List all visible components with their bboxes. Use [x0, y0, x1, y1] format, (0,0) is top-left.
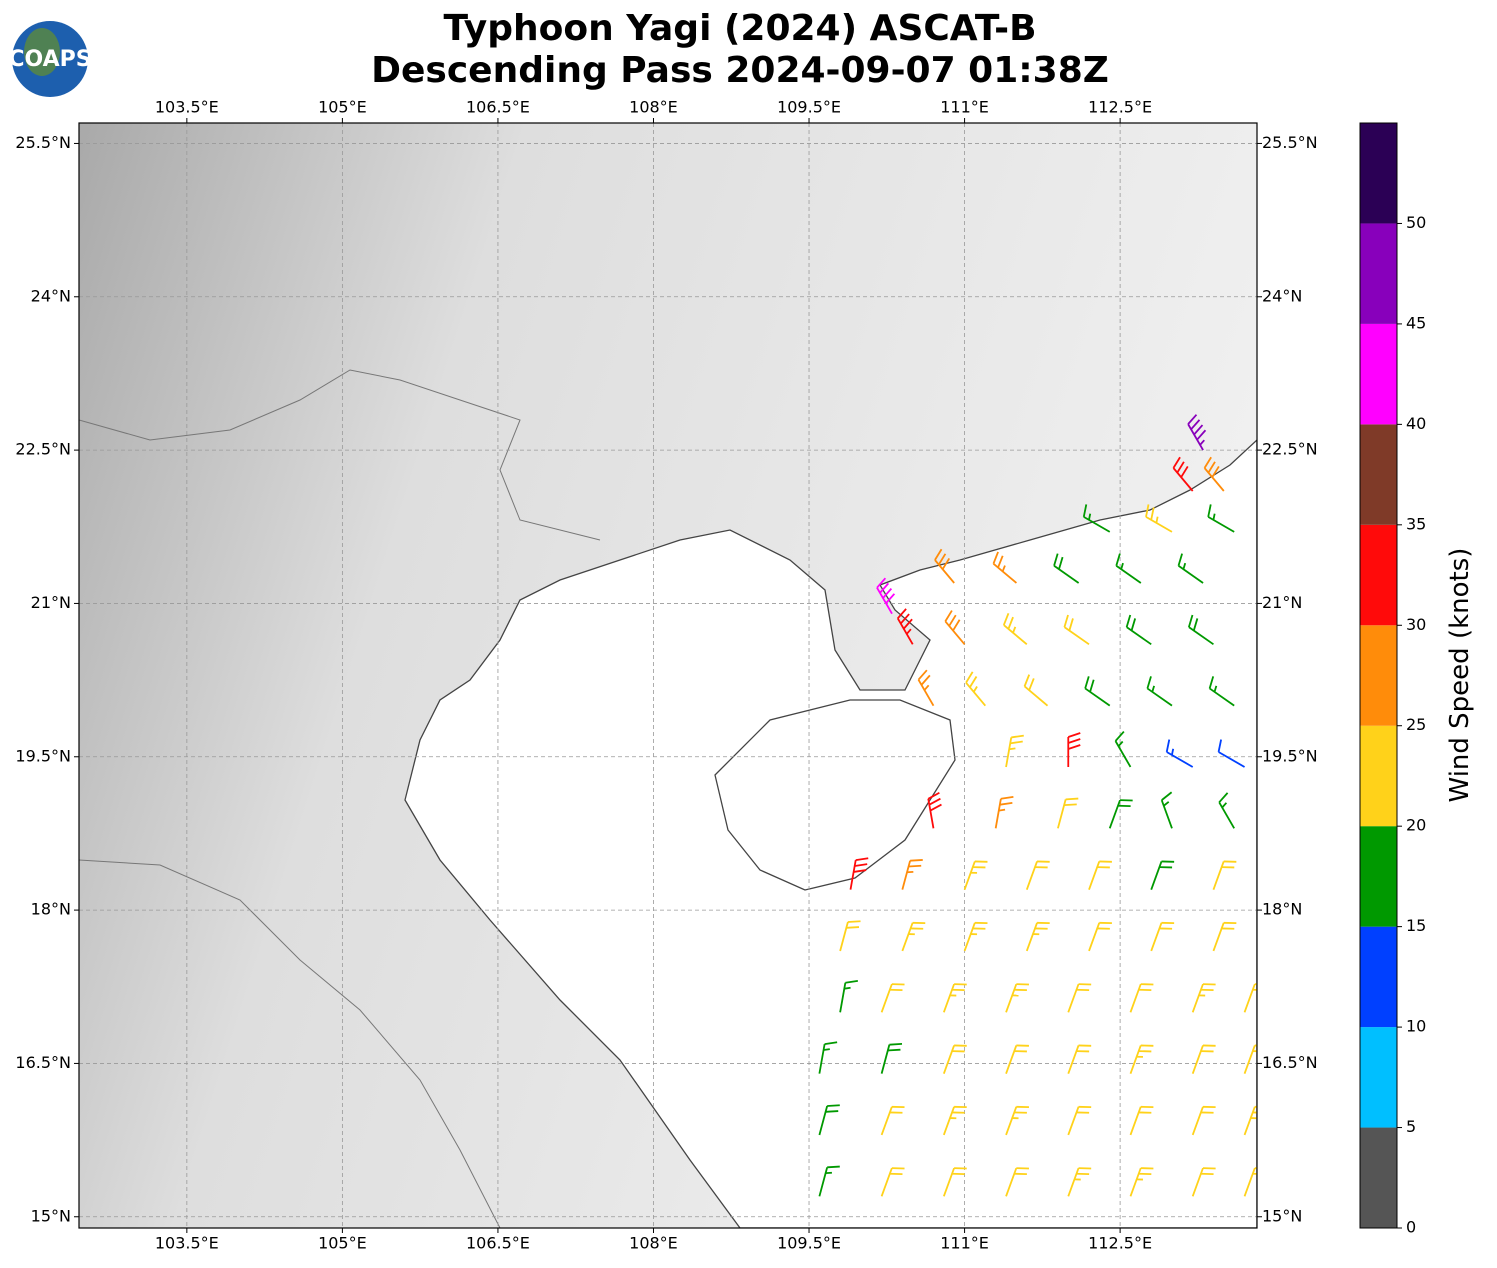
x-tick-label: 106.5°E: [466, 98, 530, 117]
x-tick-label: 111°E: [940, 98, 989, 117]
barb-half-feather: [999, 810, 1005, 811]
x-tick-label: 103.5°E: [155, 98, 219, 117]
colorbar-tick-label: 50: [1406, 213, 1426, 232]
barb-half-feather: [1156, 517, 1157, 523]
barb-feather: [827, 1167, 840, 1168]
y-tick-label: 22.5°N: [15, 440, 71, 459]
barb-feather: [827, 1105, 840, 1106]
x-tick-label: 106.5°E: [466, 1234, 530, 1253]
x-tick-label: 108°E: [629, 1234, 678, 1253]
barb-half-feather: [824, 1049, 830, 1050]
subtitle: Descending Pass 2024-09-07 01:38Z: [371, 50, 1109, 91]
barb-half-feather: [844, 988, 850, 989]
y-tick-label: 24°N: [31, 286, 71, 305]
x-tick-label: 105°E: [318, 1234, 367, 1253]
colorbar-tick-label: 30: [1406, 615, 1426, 634]
colorbar-bin: [1360, 826, 1397, 926]
y-tick-label: 21°N: [1262, 593, 1302, 612]
barb-feather: [910, 860, 923, 861]
colorbar-tick-label: 10: [1406, 1017, 1426, 1036]
colorbar-bin: [1360, 927, 1397, 1027]
barb-feather: [1064, 804, 1077, 805]
colorbar-bin: [1360, 525, 1397, 625]
colorbar-tick-label: 5: [1406, 1117, 1416, 1136]
y-tick-label: 16.5°N: [1262, 1053, 1318, 1072]
logo-text: COAPS: [8, 47, 91, 72]
barb-half-feather: [1009, 748, 1015, 749]
y-tick-label: 16.5°N: [15, 1053, 71, 1072]
barb-half-feather: [1213, 514, 1214, 520]
y-tick-label: 15°N: [31, 1206, 71, 1225]
barb-feather: [846, 927, 859, 928]
colorbar-tick-label: 35: [1406, 514, 1426, 533]
x-tick-label: 108°E: [629, 98, 678, 117]
y-tick-label: 18°N: [1262, 900, 1302, 919]
colorbar: 0 5 10 15 20 25 30 35 40 45 50: [1360, 123, 1426, 1237]
x-tick-label: 103.5°E: [155, 1234, 219, 1253]
barb-feather: [888, 1050, 901, 1051]
y-tick-label: 19.5°N: [1262, 746, 1318, 765]
barb-feather: [1066, 799, 1079, 800]
x-tick-label: 112.5°E: [1088, 1234, 1152, 1253]
x-tick-label: 105°E: [318, 98, 367, 117]
x-tick-label: 111°E: [940, 1234, 989, 1253]
colorbar-tick-label: 15: [1406, 916, 1426, 935]
x-tick-label: 109.5°E: [777, 98, 841, 117]
title: Typhoon Yagi (2024) ASCAT-B: [443, 8, 1036, 49]
colorbar-label: Wind Speed (knots): [1445, 548, 1475, 803]
basemap: [79, 123, 1257, 1228]
colorbar-tick-label: 40: [1406, 414, 1426, 433]
colorbar-bin: [1360, 1128, 1397, 1228]
colorbar-bin: [1360, 1027, 1397, 1127]
y-tick-label: 22.5°N: [1262, 440, 1318, 459]
x-tick-label: 112.5°E: [1088, 98, 1152, 117]
colorbar-tick-label: 0: [1406, 1218, 1416, 1237]
barb-feather: [889, 1044, 902, 1045]
y-tick-label: 21°N: [31, 593, 71, 612]
barb-half-feather: [1089, 514, 1090, 520]
colorbar-bin: [1360, 424, 1397, 524]
y-tick-label: 15°N: [1262, 1206, 1302, 1225]
y-tick-label: 19.5°N: [15, 746, 71, 765]
logo: COAPS: [8, 21, 91, 97]
colorbar-tick-label: 45: [1406, 313, 1426, 332]
colorbar-bin: [1360, 625, 1397, 725]
y-tick-label: 25.5°N: [1262, 133, 1318, 152]
barb-feather: [826, 1111, 839, 1112]
y-tick-label: 18°N: [31, 900, 71, 919]
colorbar-tick-label: 25: [1406, 715, 1426, 734]
barb-feather: [848, 921, 861, 922]
barb-feather: [909, 866, 922, 867]
colorbar-tick-label: 20: [1406, 816, 1426, 835]
colorbar-bin: [1360, 223, 1397, 323]
colorbar-bin: [1360, 123, 1397, 223]
colorbar-bin: [1360, 324, 1397, 424]
colorbar-bin: [1360, 726, 1397, 826]
x-tick-label: 109.5°E: [777, 1234, 841, 1253]
y-tick-label: 24°N: [1262, 286, 1302, 305]
barb-half-feather: [1172, 749, 1173, 755]
y-tick-label: 25.5°N: [15, 133, 71, 152]
